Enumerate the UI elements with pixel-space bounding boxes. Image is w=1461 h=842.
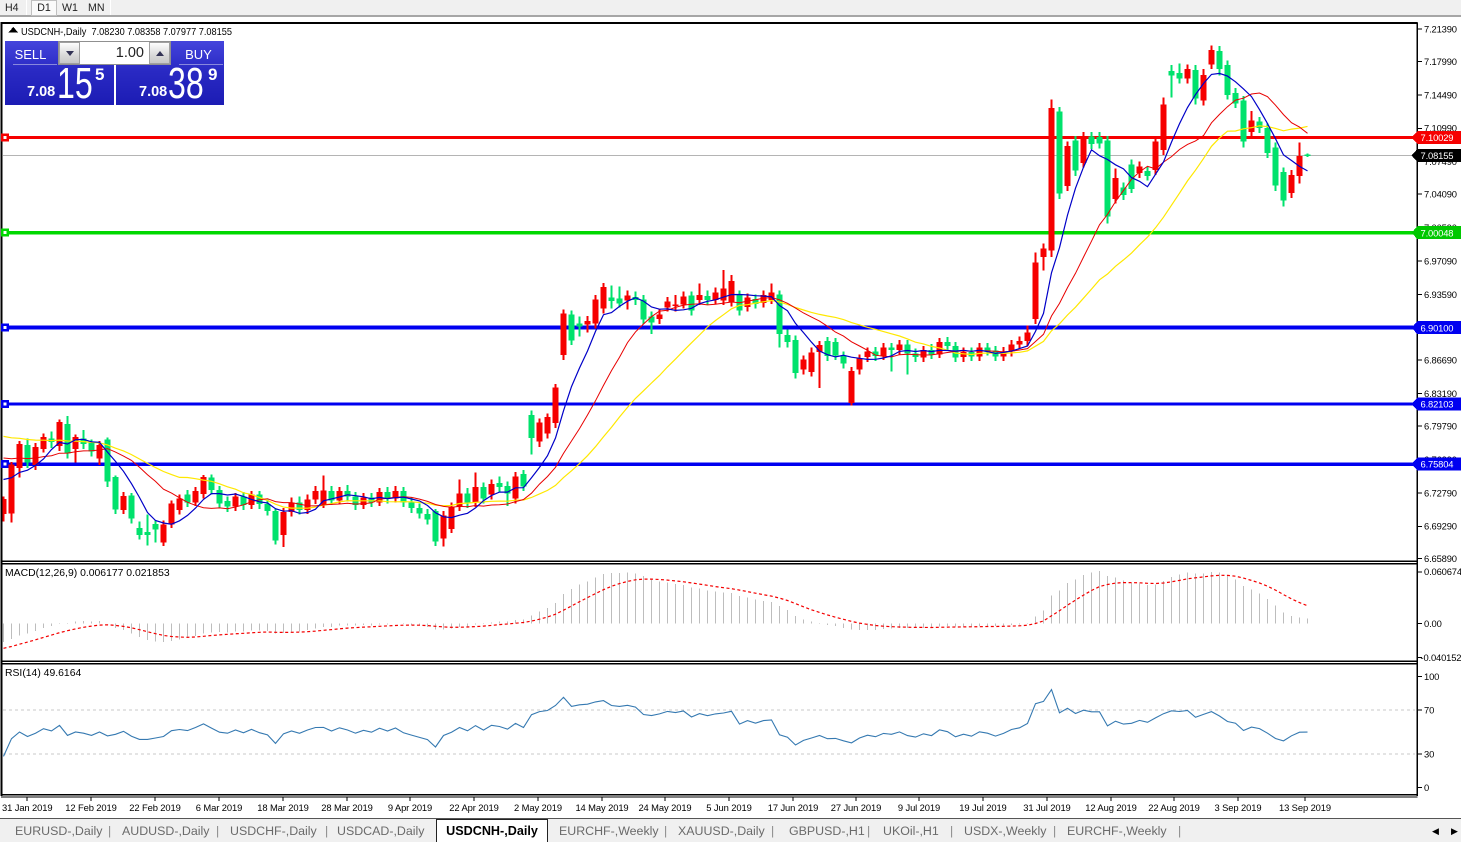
svg-text:0.00: 0.00 [1424, 618, 1442, 629]
svg-text:7.08155: 7.08155 [1421, 150, 1454, 161]
svg-text:6.65890: 6.65890 [1424, 553, 1457, 564]
svg-text:17 Jun 2019: 17 Jun 2019 [768, 802, 819, 813]
svg-text:22 Aug 2019: 22 Aug 2019 [1148, 802, 1200, 813]
svg-text:12 Aug 2019: 12 Aug 2019 [1085, 802, 1137, 813]
svg-text:22 Apr 2019: 22 Apr 2019 [449, 802, 498, 813]
svg-text:9 Apr 2019: 9 Apr 2019 [388, 802, 432, 813]
svg-text:7.17990: 7.17990 [1424, 56, 1457, 67]
svg-text:7.10029: 7.10029 [1421, 132, 1454, 143]
svg-text:6.75804: 6.75804 [1421, 459, 1454, 470]
svg-text:6.86690: 6.86690 [1424, 355, 1457, 366]
svg-text:5 Jun 2019: 5 Jun 2019 [706, 802, 751, 813]
svg-text:7.10990: 7.10990 [1424, 123, 1457, 134]
svg-text:27 Jun 2019: 27 Jun 2019 [831, 802, 882, 813]
svg-text:7.04090: 7.04090 [1424, 189, 1457, 200]
svg-text:6.72790: 6.72790 [1424, 487, 1457, 498]
svg-text:31 Jan 2019: 31 Jan 2019 [2, 802, 53, 813]
svg-text:RSI(14) 49.6164: RSI(14) 49.6164 [5, 668, 81, 679]
svg-text:22 Feb 2019: 22 Feb 2019 [129, 802, 181, 813]
svg-text:7.00048: 7.00048 [1421, 227, 1454, 238]
svg-text:6.90100: 6.90100 [1421, 322, 1454, 333]
svg-text:6.97090: 6.97090 [1424, 255, 1457, 266]
svg-text:USDCNH-,Daily 7.08230 7.08358: USDCNH-,Daily 7.08230 7.08358 7.07977 7.… [21, 27, 232, 38]
svg-text:-0.040152: -0.040152 [1421, 652, 1461, 663]
svg-text:6.69290: 6.69290 [1424, 521, 1457, 532]
svg-text:100: 100 [1424, 671, 1439, 682]
svg-text:14 May 2019: 14 May 2019 [575, 802, 628, 813]
svg-text:6 Mar 2019: 6 Mar 2019 [196, 802, 242, 813]
svg-text:6.79790: 6.79790 [1424, 421, 1457, 432]
svg-text:9 Jul 2019: 9 Jul 2019 [898, 802, 940, 813]
svg-text:3 Sep 2019: 3 Sep 2019 [1215, 802, 1262, 813]
svg-text:30: 30 [1424, 749, 1434, 760]
svg-text:2 May 2019: 2 May 2019 [514, 802, 562, 813]
svg-text:7.14490: 7.14490 [1424, 89, 1457, 100]
svg-text:18 Mar 2019: 18 Mar 2019 [257, 802, 309, 813]
svg-text:13 Sep 2019: 13 Sep 2019 [1279, 802, 1331, 813]
svg-text:0.060674: 0.060674 [1424, 566, 1461, 577]
svg-text:19 Jul 2019: 19 Jul 2019 [959, 802, 1006, 813]
svg-text:12 Feb 2019: 12 Feb 2019 [65, 802, 117, 813]
svg-text:28 Mar 2019: 28 Mar 2019 [321, 802, 373, 813]
svg-text:7.21390: 7.21390 [1424, 24, 1457, 35]
svg-text:70: 70 [1424, 704, 1434, 715]
svg-text:MACD(12,26,9) 0.006177 0.02185: MACD(12,26,9) 0.006177 0.021853 [5, 568, 170, 579]
svg-text:0: 0 [1424, 782, 1429, 793]
svg-text:6.83190: 6.83190 [1424, 388, 1457, 399]
svg-text:6.82103: 6.82103 [1421, 399, 1454, 410]
svg-text:6.93590: 6.93590 [1424, 289, 1457, 300]
svg-text:24 May 2019: 24 May 2019 [638, 802, 691, 813]
svg-text:31 Jul 2019: 31 Jul 2019 [1023, 802, 1070, 813]
